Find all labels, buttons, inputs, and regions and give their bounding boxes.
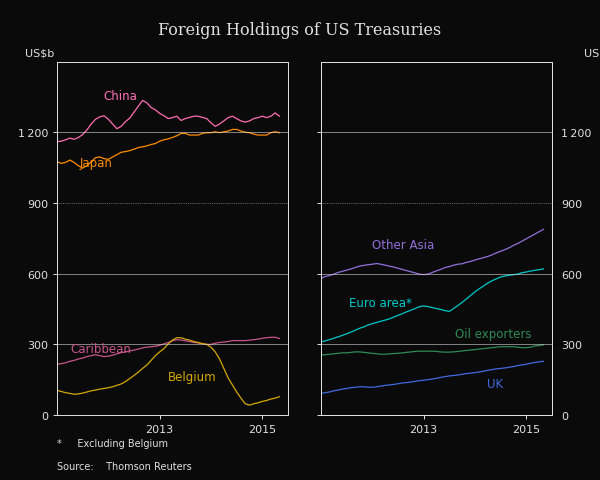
Text: Caribbean: Caribbean <box>71 342 132 355</box>
Text: Oil exporters: Oil exporters <box>455 328 532 341</box>
Text: Belgium: Belgium <box>168 371 217 384</box>
Text: China: China <box>103 90 137 103</box>
Text: Euro area*: Euro area* <box>349 297 412 310</box>
Text: US$b: US$b <box>25 49 54 59</box>
Text: Other Asia: Other Asia <box>372 238 434 251</box>
Text: Source:    Thomson Reuters: Source: Thomson Reuters <box>57 461 192 471</box>
Text: Foreign Holdings of US Treasuries: Foreign Holdings of US Treasuries <box>158 22 442 38</box>
Text: *     Excluding Belgium: * Excluding Belgium <box>57 438 168 448</box>
Text: Japan: Japan <box>80 157 113 170</box>
Text: US$b: US$b <box>584 49 600 59</box>
Text: UK: UK <box>487 377 503 390</box>
